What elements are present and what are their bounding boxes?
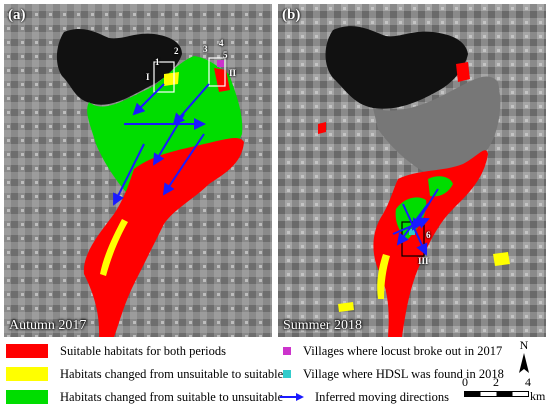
legend-item-unsuitable-to-suitable: Habitats changed from unsuitable to suit… xyxy=(6,366,283,382)
site-number-3: 3 xyxy=(203,44,208,54)
legend-label: Inferred moving directions xyxy=(315,389,449,404)
legend-label: Habitats changed from unsuitable to suit… xyxy=(60,366,284,381)
legend-square-cyan xyxy=(283,370,291,378)
zone-label-II: II xyxy=(229,68,237,78)
satellite-map-a xyxy=(4,4,272,337)
scale-tick-0: 0 xyxy=(462,375,468,389)
zone-label-III: III xyxy=(418,256,429,266)
legend-item-locust-villages: Villages where locust broke out in 2017 xyxy=(283,343,502,359)
legend-item-suitable-to-unsuitable: Habitats changed from suitable to unsuit… xyxy=(6,389,283,405)
legend-item-moving-directions: Inferred moving directions xyxy=(279,389,449,405)
legend-swatch-yellow xyxy=(6,367,48,381)
legend-label: Habitats changed from suitable to unsuit… xyxy=(60,389,284,404)
legend-item-hdsl-village: Village where HDSL was found in 2018 xyxy=(283,366,504,382)
north-label: N xyxy=(519,338,529,352)
satellite-map-b xyxy=(278,4,546,337)
legend-swatch-green xyxy=(6,390,48,404)
site-number-4: 4 xyxy=(219,38,224,48)
zone-label-I: I xyxy=(146,72,150,82)
panel-tag-a: (a) xyxy=(8,7,26,23)
legend-label: Suitable habitats for both periods xyxy=(60,343,226,358)
legend-arrow-icon xyxy=(280,393,304,401)
north-arrow-icon xyxy=(519,353,529,373)
scale-bar-graphic xyxy=(464,391,529,397)
season-label-a: Autumn 2017 xyxy=(9,318,87,333)
legend-square-magenta xyxy=(283,347,291,355)
map-panel-summer-2018: (b) Summer 2018 6 III xyxy=(278,4,546,337)
legend-item-suitable-both: Suitable habitats for both periods xyxy=(6,343,226,359)
map-panel-autumn-2017: (a) Autumn 2017 1 2 3 4 5 I II xyxy=(4,4,272,337)
legend-label: Villages where locust broke out in 2017 xyxy=(303,343,503,358)
scale-unit: km xyxy=(530,389,546,403)
site-number-1: 1 xyxy=(155,57,160,67)
site-number-5: 5 xyxy=(223,50,228,60)
site-number-6: 6 xyxy=(426,230,431,240)
site-number-2: 2 xyxy=(174,46,179,56)
panel-tag-b: (b) xyxy=(282,7,301,23)
north-arrow: N xyxy=(512,338,536,374)
legend-label: Village where HDSL was found in 2018 xyxy=(303,366,504,381)
scale-tick-2: 2 xyxy=(493,375,499,389)
season-label-b: Summer 2018 xyxy=(283,318,362,333)
legend-swatch-red xyxy=(6,344,48,358)
scale-tick-4: 4 xyxy=(525,375,531,389)
scale-bar: 0 2 4 km xyxy=(462,375,546,407)
